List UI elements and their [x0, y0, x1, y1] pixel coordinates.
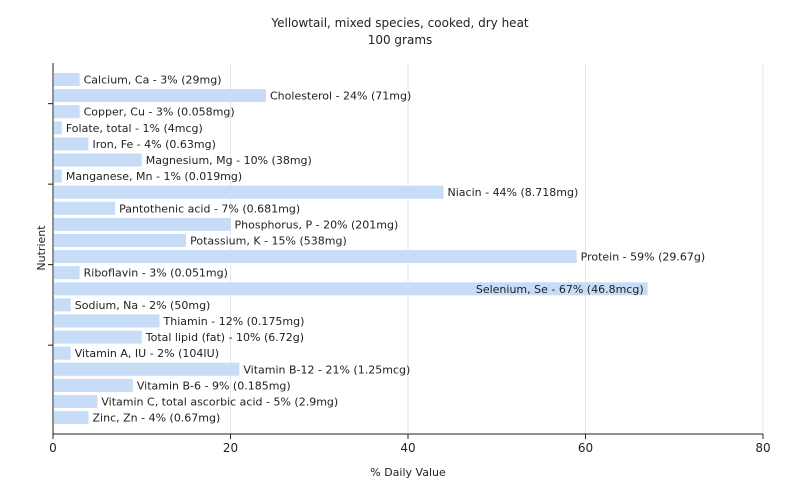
- bar-label: Iron, Fe - 4% (0.63mg): [93, 138, 216, 151]
- bar-label: Pantothenic acid - 7% (0.681mg): [119, 202, 300, 215]
- y-ticks: [48, 103, 53, 346]
- x-tick-label: 60: [578, 441, 593, 455]
- x-tick-label: 20: [223, 441, 238, 455]
- chart-subtitle: 100 grams: [368, 33, 433, 47]
- bar-label: Copper, Cu - 3% (0.058mg): [84, 106, 235, 119]
- bar: [54, 250, 577, 264]
- bar: [54, 169, 62, 183]
- bar: [54, 266, 80, 280]
- bar: [54, 330, 142, 344]
- bar-label: Cholesterol - 24% (71mg): [270, 90, 411, 103]
- bar-label: Magnesium, Mg - 10% (38mg): [146, 154, 312, 167]
- x-tick-label: 80: [755, 441, 770, 455]
- bar: [54, 73, 80, 86]
- bar-labels: Calcium, Ca - 3% (29mg) Cholesterol - 24%…: [66, 74, 705, 425]
- bar: [54, 153, 142, 167]
- bar-label: Niacin - 44% (8.718mg): [448, 186, 579, 199]
- bar: [54, 121, 62, 135]
- bar-label: Vitamin B-6 - 9% (0.185mg): [137, 379, 291, 392]
- bar: [54, 298, 71, 312]
- bar-label: Vitamin B-12 - 21% (1.25mcg): [243, 363, 410, 376]
- bar-label: Total lipid (fat) - 10% (6.72g): [145, 331, 304, 344]
- chart-title: Yellowtail, mixed species, cooked, dry h…: [270, 16, 529, 30]
- y-axis-label: Nutrient: [35, 225, 48, 271]
- bar: [54, 346, 71, 360]
- grid-lines: [230, 63, 764, 434]
- x-tick-label: 0: [49, 441, 57, 455]
- bar-label: Manganese, Mn - 1% (0.019mg): [66, 170, 242, 183]
- bar: [54, 89, 266, 103]
- bar: [54, 201, 116, 215]
- bar: [54, 282, 648, 296]
- bar-label: Protein - 59% (29.67g): [581, 251, 706, 264]
- bar-label: Folate, total - 1% (4mcg): [66, 122, 203, 135]
- bar: [54, 217, 231, 231]
- bar: [54, 185, 444, 199]
- bar-label: Riboflavin - 3% (0.051mg): [84, 267, 228, 280]
- bar-label: Vitamin C, total ascorbic acid - 5% (2.9…: [101, 396, 338, 409]
- bar-label: Sodium, Na - 2% (50mg): [75, 299, 211, 312]
- x-axis-label: % Daily Value: [370, 466, 446, 479]
- bar-label: Zinc, Zn - 4% (0.67mg): [93, 412, 221, 425]
- bar-label: Selenium, Se - 67% (46.8mcg): [476, 283, 644, 296]
- bar: [54, 411, 89, 425]
- bars: [54, 73, 648, 425]
- bar: [54, 105, 80, 119]
- bar: [54, 234, 187, 247]
- bar: [54, 314, 160, 328]
- bar: [54, 137, 89, 151]
- bar: [54, 378, 133, 392]
- x-ticks: 0 20 40 60 80: [49, 434, 771, 455]
- bar-label: Thiamin - 12% (0.175mg): [163, 315, 305, 328]
- bar-label: Phosphorus, P - 20% (201mg): [235, 218, 399, 231]
- bar-label: Calcium, Ca - 3% (29mg): [84, 74, 222, 87]
- bar-label: Vitamin A, IU - 2% (104IU): [75, 347, 219, 360]
- bar: [54, 362, 240, 376]
- bar: [54, 395, 98, 408]
- bar-label: Potassium, K - 15% (538mg): [190, 235, 347, 248]
- x-tick-label: 40: [400, 441, 415, 455]
